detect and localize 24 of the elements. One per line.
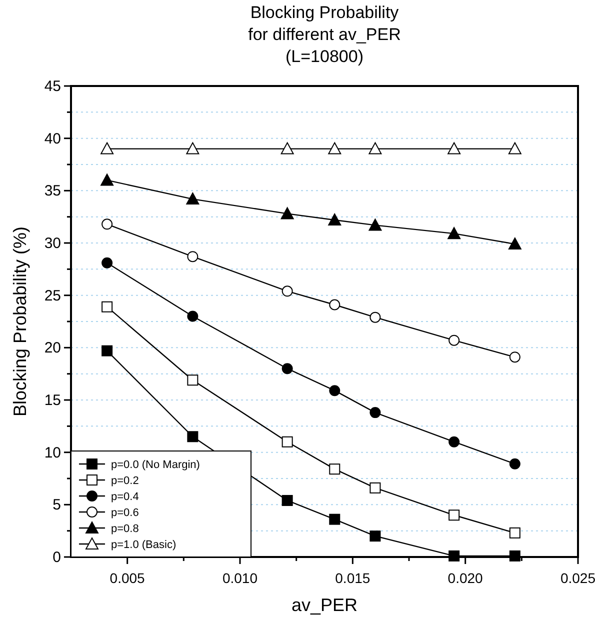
x-axis-title: av_PER [291, 595, 358, 615]
x-tick-label: 0.010 [222, 570, 258, 586]
y-tick-label: 0 [52, 549, 61, 566]
chart-title: Blocking Probability for different av_PER (L=10800) [248, 3, 401, 66]
legend-label: p=0.6 [111, 507, 139, 519]
y-tick-label: 20 [44, 340, 61, 357]
legend-label: p=0.0 (No Margin) [111, 459, 200, 471]
x-tick-label: 0.015 [335, 570, 370, 586]
legend-label: p=0.8 [111, 523, 139, 535]
y-tick-label: 10 [44, 444, 61, 462]
x-tick-label: 0.005 [110, 570, 146, 586]
y-tick-label: 15 [44, 392, 61, 409]
legend-label: p=0.2 [111, 475, 139, 487]
y-tick-label: 35 [44, 182, 61, 200]
y-axis-title: Blocking Probability (%) [10, 226, 30, 417]
y-tick-label: 45 [44, 78, 61, 95]
y-tick-label: 25 [44, 287, 61, 304]
legend-label: p=1.0 (Basic) [111, 539, 176, 551]
y-tick-label: 40 [44, 130, 61, 148]
y-tick-label: 30 [44, 235, 61, 252]
legend-label: p=0.4 [111, 491, 139, 503]
y-tick-label: 5 [52, 496, 61, 514]
x-tick-label: 0.025 [560, 570, 595, 586]
x-tick-label: 0.020 [448, 570, 484, 586]
